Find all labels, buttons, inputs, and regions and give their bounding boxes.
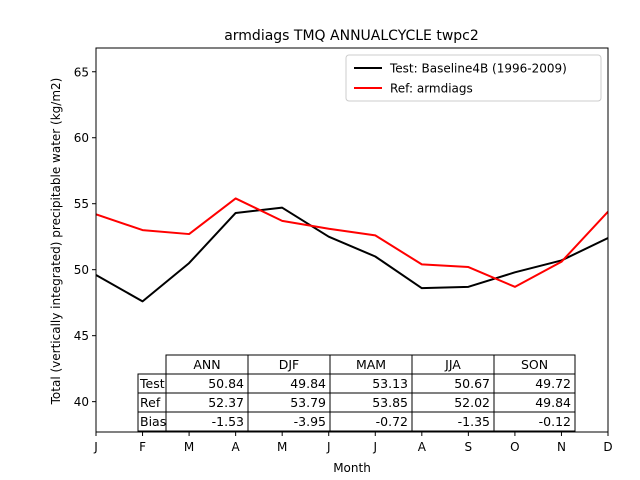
x-tick-label: A	[418, 440, 427, 454]
legend: Test: Baseline4B (1996-2009) Ref: armdiag…	[345, 54, 602, 102]
x-tick-label: A	[232, 440, 241, 454]
x-tick-label: J	[326, 440, 331, 454]
stats-table: ANN DJF MAM JJA SON Test 50.84 49.84 53.13 50.67 4…	[137, 354, 576, 432]
table-cell-value: 52.37	[208, 395, 244, 410]
y-tick-label: 50	[74, 263, 89, 277]
x-tick-label: D	[603, 440, 612, 454]
table-header-text: MAM	[356, 357, 386, 372]
table-cell-value: 50.67	[454, 376, 490, 391]
table-row-label: Bias	[140, 414, 166, 429]
table-cell-value: -0.72	[376, 414, 408, 429]
table-header-text: SON	[521, 357, 548, 372]
table-cell-value: -1.53	[212, 414, 244, 429]
legend-label: Test: Baseline4B (1996-2009)	[389, 62, 567, 76]
x-tick-label: S	[465, 440, 473, 454]
x-tick-label: N	[557, 440, 566, 454]
x-tick-label: M	[277, 440, 287, 454]
series-line-ref	[96, 197, 608, 288]
table-cell-value: -1.35	[458, 414, 490, 429]
table-row-label: Test	[139, 376, 165, 391]
table-cell-value: -0.12	[539, 414, 571, 429]
x-tick-label: J	[372, 440, 377, 454]
table-row-label: Ref	[140, 395, 161, 410]
y-tick-label: 45	[74, 329, 89, 343]
plot-frame	[95, 47, 609, 433]
x-axis-label: Month	[333, 461, 371, 475]
y-tick-label: 40	[74, 395, 89, 409]
table-cell-value: 49.84	[290, 376, 326, 391]
x-tick-label: O	[510, 440, 519, 454]
y-axis-label: Total (vertically integrated) precipitab…	[49, 78, 63, 406]
table-header-text: ANN	[193, 357, 220, 372]
table-cell-value: 49.84	[535, 395, 571, 410]
y-tick-label: 65	[74, 65, 89, 79]
table-cell-value: 50.84	[208, 376, 244, 391]
table-cell-value: -3.95	[294, 414, 326, 429]
series-line-test	[96, 206, 608, 303]
table-cell	[493, 411, 576, 432]
x-tick-label: J	[93, 440, 98, 454]
table-cell-value: 49.72	[535, 376, 571, 391]
y-tick-label: 60	[74, 131, 89, 145]
table-header-text: JJA	[444, 357, 461, 372]
legend-label: Ref: armdiags	[390, 82, 473, 96]
table-cell-value: 53.79	[290, 395, 326, 410]
table-header-text: DJF	[279, 357, 300, 372]
x-tick-label: F	[139, 440, 146, 454]
x-tick-label: M	[184, 440, 194, 454]
table-cell-value: 53.85	[372, 395, 408, 410]
legend-box	[345, 54, 602, 102]
table-cell-value: 52.02	[454, 395, 490, 410]
table-cell-value: 53.13	[372, 376, 408, 391]
y-tick-label: 55	[74, 197, 89, 211]
chart-title: armdiags TMQ ANNUALCYCLE twpc2	[224, 28, 479, 44]
